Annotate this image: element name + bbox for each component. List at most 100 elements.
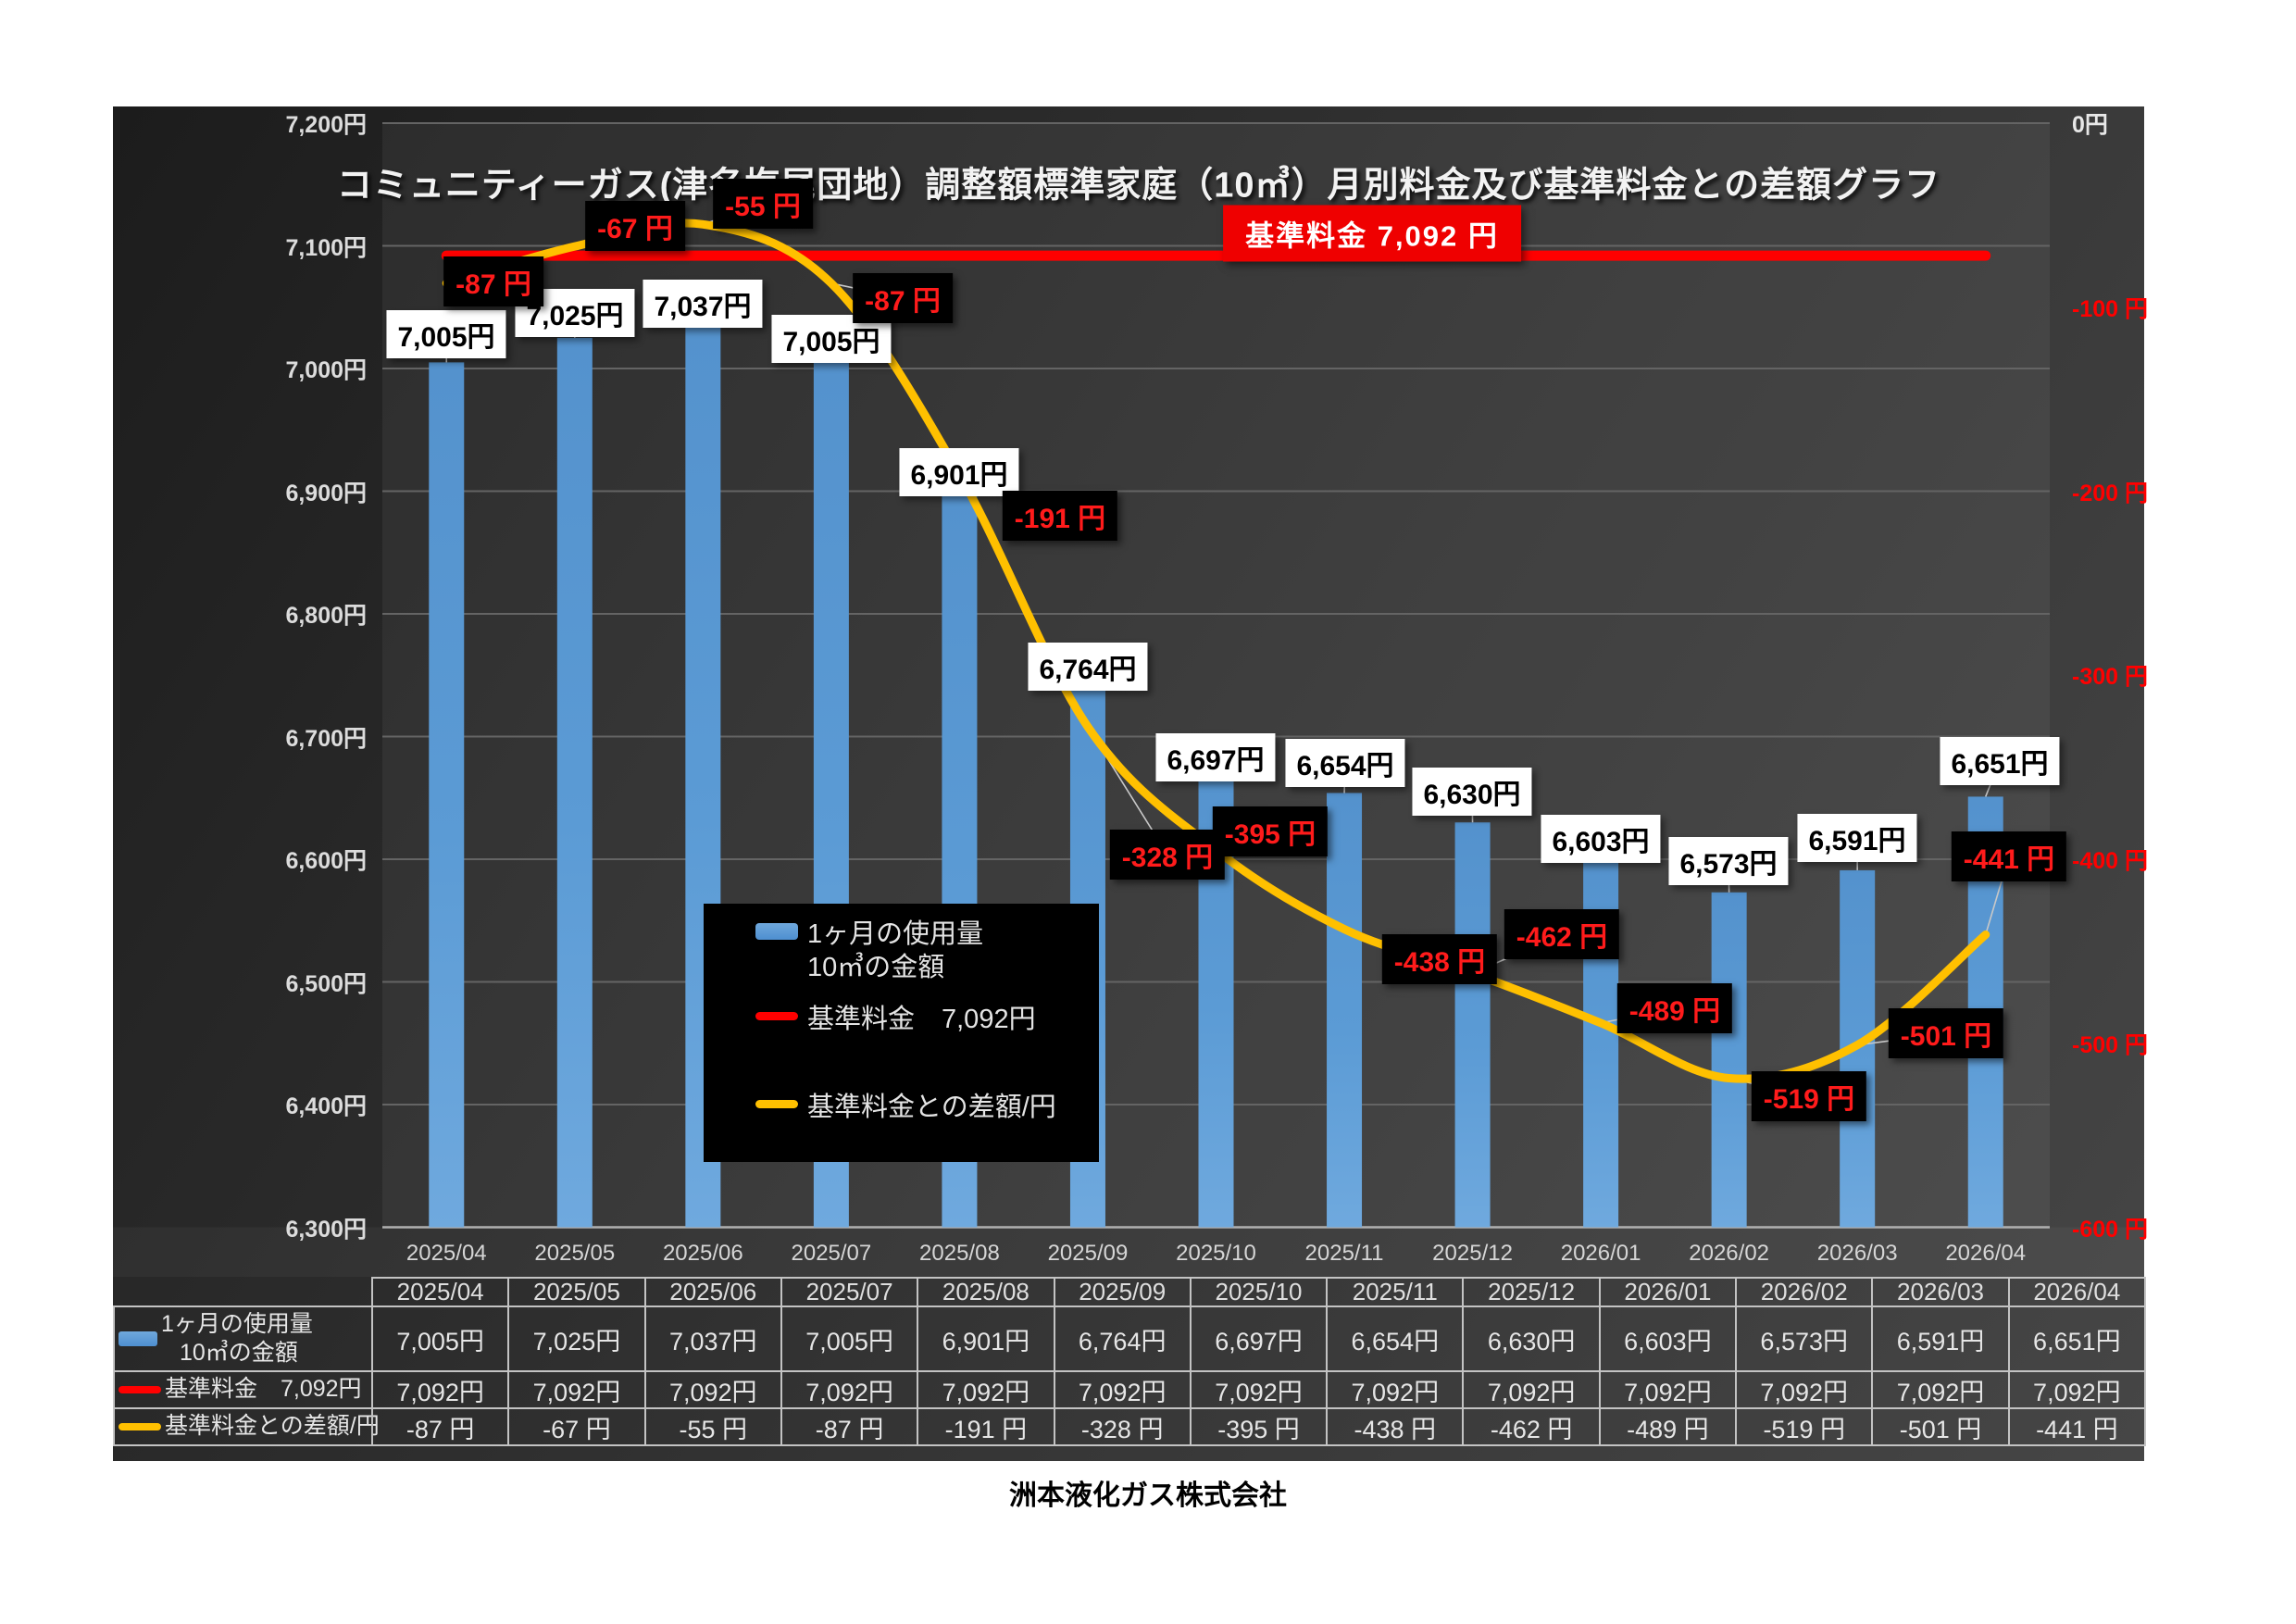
diff-value-label: -519 円: [1751, 1071, 1867, 1121]
left-axis-tick: 7,100円: [285, 234, 367, 261]
diff-value-label: -55 円: [713, 179, 813, 229]
table-value-cell: 7,092円: [1326, 1370, 1465, 1409]
table-header-cell: 2026/04: [2007, 1277, 2146, 1307]
table-value-cell: -395 円: [1189, 1407, 1329, 1446]
bar-value-label: 6,603円: [1541, 815, 1661, 863]
diff-value-label: -87 円: [443, 256, 543, 306]
legend: 1ヶ月の使用量 10㎥の金額 基準料金 7,092円 基準料金との差額/円: [704, 904, 1099, 1162]
table-header-cell: 2025/05: [507, 1277, 646, 1307]
table-value-cell: 7,005円: [371, 1305, 510, 1372]
table-value-cell: -87 円: [371, 1407, 510, 1446]
table-value-cell: 7,092円: [1735, 1370, 1874, 1409]
axis-strip: [113, 1227, 2144, 1277]
table-row-label: 基準料金 7,092円: [113, 1370, 373, 1409]
table-value-cell: 7,092円: [643, 1370, 782, 1409]
right-axis-tick: -100 円: [2072, 295, 2148, 322]
table-row-swatch-base-line: [119, 1386, 161, 1393]
x-axis-label: 2025/11: [1304, 1241, 1384, 1266]
left-axis-tick: 6,600円: [285, 848, 367, 874]
table-value-cell: 7,092円: [917, 1370, 1055, 1409]
table-value-cell: -441 円: [2007, 1407, 2146, 1446]
table-header-cell: 2025/09: [1053, 1277, 1192, 1307]
table-row-label: 1ヶ月の使用量 10㎥の金額: [113, 1305, 373, 1372]
table-value-cell: -489 円: [1598, 1407, 1738, 1446]
table-row-label-text: 1ヶ月の使用量 10㎥の金額: [161, 1310, 313, 1366]
x-axis-label: 2025/12: [1432, 1241, 1513, 1266]
diff-value-label: -489 円: [1616, 983, 1733, 1033]
left-axis-tick: 7,200円: [285, 112, 367, 138]
company-name: 洲本液化ガス株式会社: [1009, 1480, 1287, 1511]
table-row-label-text: 基準料金 7,092円: [165, 1376, 362, 1403]
table-value-cell: 7,092円: [1871, 1370, 2010, 1409]
bar-value-label: 6,591円: [1797, 814, 1917, 862]
x-axis-label: 2025/09: [1047, 1241, 1129, 1266]
right-axis-tick: -300 円: [2072, 664, 2148, 691]
table-value-cell: 7,092円: [780, 1370, 919, 1409]
table-header-cell: 2026/01: [1598, 1277, 1738, 1307]
table-value-cell: -87 円: [780, 1407, 919, 1446]
x-axis-label: 2026/02: [1689, 1241, 1770, 1266]
table-value-cell: -462 円: [1462, 1407, 1601, 1446]
table-header-cell: 2025/04: [371, 1277, 510, 1307]
table-value-cell: 7,005円: [780, 1305, 919, 1372]
table-row-swatch-diff-line: [119, 1423, 161, 1430]
diff-value-label: -438 円: [1381, 934, 1498, 984]
table-header-cell: 2025/07: [780, 1277, 919, 1307]
diff-value-label: -191 円: [1002, 491, 1118, 541]
legend-base-line-label: 基準料金 7,092円: [807, 1005, 1036, 1034]
left-axis-tick: 6,500円: [285, 970, 367, 997]
bar-2026/02: [1711, 892, 1747, 1228]
table-value-cell: 6,591円: [1871, 1305, 2010, 1372]
base-rate-banner: 基準料金 7,092 円: [1223, 205, 1521, 262]
table-header-cell: 2025/11: [1326, 1277, 1465, 1307]
diff-value-label: -328 円: [1109, 830, 1226, 880]
table-value-cell: 7,092円: [371, 1370, 510, 1409]
table-value-cell: -67 円: [507, 1407, 646, 1446]
table-value-cell: 7,092円: [1189, 1370, 1329, 1409]
bar-value-label: 6,901円: [899, 448, 1019, 496]
table-value-cell: 6,654円: [1326, 1305, 1465, 1372]
bar-2025/12: [1454, 822, 1491, 1228]
bar-2025/11: [1327, 793, 1363, 1228]
diff-value-label: -67 円: [585, 201, 685, 251]
x-axis-label: 2025/10: [1176, 1241, 1256, 1266]
right-axis-tick: 0円: [2072, 112, 2108, 138]
legend-diff-line-swatch: [755, 1100, 798, 1108]
table-row-label: 基準料金との差額/円: [113, 1407, 380, 1446]
left-axis-tick: 7,000円: [285, 357, 367, 383]
x-axis-label: 2026/04: [1945, 1241, 2027, 1266]
right-axis-tick: -400 円: [2072, 848, 2148, 874]
diff-line: [442, 219, 1990, 1083]
right-axis-tick: -200 円: [2072, 480, 2148, 506]
legend-bar-label-line1: 1ヶ月の使用量: [807, 919, 984, 949]
x-axis-label: 2025/08: [919, 1241, 1000, 1266]
table-value-cell: 7,037円: [643, 1305, 782, 1372]
bar-value-label: 6,573円: [1668, 837, 1789, 885]
table-value-cell: 7,025円: [507, 1305, 646, 1372]
table-value-cell: 7,092円: [1053, 1370, 1192, 1409]
table-value-cell: 6,651円: [2007, 1305, 2146, 1372]
bar-value-label: 6,630円: [1412, 768, 1532, 816]
table-value-cell: 7,092円: [507, 1370, 646, 1409]
x-axis-label: 2025/07: [791, 1241, 872, 1266]
left-axis-tick: 6,900円: [285, 480, 367, 506]
bar-value-label: 6,697円: [1155, 733, 1276, 781]
table-value-cell: 6,764円: [1053, 1305, 1192, 1372]
table-value-cell: 6,630円: [1462, 1305, 1601, 1372]
bar-value-label: 7,005円: [386, 310, 506, 358]
table-value-cell: 7,092円: [1462, 1370, 1601, 1409]
table-value-cell: -328 円: [1053, 1407, 1192, 1446]
table-value-cell: 6,573円: [1735, 1305, 1874, 1372]
diff-value-label: -441 円: [1951, 831, 2067, 881]
diff-value-label: -501 円: [1888, 1008, 2004, 1058]
bar-2025/05: [556, 337, 593, 1228]
legend-bar-label-line2: 10㎥の金額: [807, 953, 945, 982]
table-value-cell: 6,901円: [917, 1305, 1055, 1372]
diff-value-label: -395 円: [1212, 806, 1329, 856]
bar-2025/04: [429, 362, 465, 1228]
table-value-cell: 7,092円: [2007, 1370, 2146, 1409]
table-header-cell: 2025/12: [1462, 1277, 1601, 1307]
right-axis-tick: -600 円: [2072, 1216, 2148, 1243]
x-axis-label: 2025/04: [406, 1241, 487, 1266]
table-header-cell: 2026/02: [1735, 1277, 1874, 1307]
